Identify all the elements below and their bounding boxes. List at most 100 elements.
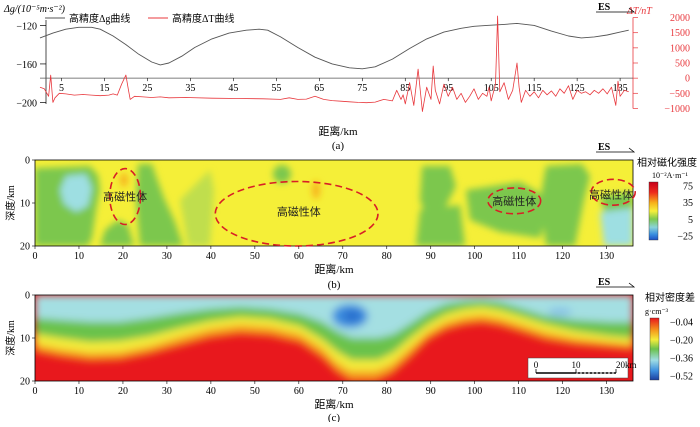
x-tick-label: 130 bbox=[599, 386, 614, 397]
panel-c-colorbar-unit: g·cm⁻³ bbox=[645, 307, 669, 316]
panel-a-left-tick-label: −120 bbox=[16, 21, 37, 32]
panel-b-label: (b) bbox=[328, 279, 341, 291]
y-tick-label: 10 bbox=[20, 334, 30, 345]
x-tick-label: 90 bbox=[426, 251, 436, 262]
panel-a-left-tick-label: −200 bbox=[16, 99, 37, 110]
panel-a-x-tick-label: 45 bbox=[228, 83, 238, 94]
x-tick-label: 70 bbox=[338, 386, 348, 397]
panel-a-x-tick-label: 125 bbox=[570, 83, 585, 94]
panel-b-ellipse-2 bbox=[487, 187, 542, 215]
x-tick-label: 80 bbox=[382, 251, 392, 262]
colorbar-tick-label: −0.20 bbox=[670, 336, 693, 347]
x-tick-label: 110 bbox=[511, 251, 526, 262]
colorbar-tick-label: −0.52 bbox=[670, 372, 693, 383]
panel-a-x-tick-label: 85 bbox=[400, 83, 410, 94]
x-tick-label: 90 bbox=[426, 386, 436, 397]
colorbar-tick-label: 5 bbox=[688, 215, 693, 226]
panel-a-xlabel: 距离/km bbox=[318, 124, 358, 138]
x-tick-label: 20 bbox=[118, 251, 128, 262]
colorbar-tick-label: 35 bbox=[683, 198, 693, 209]
colorbar-tick-label: −0.04 bbox=[670, 318, 693, 329]
panel-b-annotation-3: 高磁性体 bbox=[589, 187, 633, 201]
panel-a-series-line-1 bbox=[39, 15, 629, 112]
panel-a-x-tick-label: 5 bbox=[59, 83, 64, 94]
x-tick-label: 20 bbox=[118, 386, 128, 397]
panel-b-ellipse-0 bbox=[108, 167, 142, 226]
panel-c-colorbar-title: 相对密度差 bbox=[645, 291, 695, 304]
panel-a-x-tick-label: 25 bbox=[142, 83, 152, 94]
x-tick-label: 130 bbox=[599, 251, 614, 262]
panel-b-y-ticks: 0 10 20 bbox=[20, 156, 35, 253]
x-tick-label: 30 bbox=[162, 251, 172, 262]
direction-label: ES bbox=[598, 2, 611, 13]
direction-markers: ES ES ES bbox=[596, 2, 636, 288]
panel-a-right-tick-label: −500 bbox=[669, 89, 690, 100]
direction-label: ES bbox=[598, 277, 611, 288]
panel-a-left-axis: Δg/(10⁻⁵m·s⁻²) −120 −160 −200 bbox=[3, 4, 66, 110]
panel-a-x-tick-label: 55 bbox=[271, 83, 281, 94]
panel-b-annotation-0: 高磁性体 bbox=[103, 190, 147, 204]
panel-c-label: (c) bbox=[328, 412, 341, 422]
y-tick-label: 0 bbox=[25, 291, 30, 302]
panel-a-x-tick-label: 95 bbox=[443, 83, 453, 94]
panel-a-x-ticks: 5 15 25 35 45 55 65 75 85 95 105 115 125 135 bbox=[40, 77, 633, 94]
panel-c-colorbar-bar bbox=[649, 317, 660, 381]
x-tick-label: 40 bbox=[206, 386, 216, 397]
panel-a-legend: 高精度Δg曲线 高精度ΔT曲线 bbox=[45, 12, 235, 25]
panel-b-colorbar-bar bbox=[648, 181, 659, 241]
colorbar-tick-label: −0.36 bbox=[670, 354, 693, 365]
panel-a-legend-label-1: 高精度ΔT曲线 bbox=[172, 12, 235, 25]
panel-b-colorbar-unit: 10⁻²A·m⁻¹ bbox=[652, 171, 689, 180]
panel-a-label: (a) bbox=[332, 140, 345, 152]
x-tick-label: 0 bbox=[33, 386, 38, 397]
panel-a-right-axis: ΔT/nT 2000 1500 1000 500 0 −500 −1000 bbox=[626, 6, 690, 115]
panel-a-series bbox=[39, 15, 629, 112]
y-tick-label: 0 bbox=[25, 156, 30, 167]
x-tick-label: 80 bbox=[382, 386, 392, 397]
x-tick-label: 40 bbox=[206, 251, 216, 262]
panel-b-colorbar-title: 相对磁化强度 bbox=[637, 156, 697, 169]
panel-b-colorbar-ticks: 75 35 5 −25 bbox=[677, 182, 693, 243]
panel-a-right-tick-label: 1500 bbox=[670, 28, 690, 39]
colorbar-tick-label: −25 bbox=[677, 232, 693, 243]
x-tick-label: 10 bbox=[74, 386, 84, 397]
panel-a-x-tick-label: 35 bbox=[185, 83, 195, 94]
x-tick-label: 50 bbox=[250, 386, 260, 397]
x-tick-label: 100 bbox=[467, 386, 482, 397]
panel-c-scalebar: 0 10 20km bbox=[527, 357, 637, 379]
panel-b-ylabel: 深度/km bbox=[4, 185, 17, 221]
x-tick-label: 120 bbox=[555, 251, 570, 262]
panel-a-left-tick-label: −160 bbox=[16, 60, 37, 71]
panel-b-xlabel: 距离/km bbox=[314, 262, 354, 276]
panel-a-x-tick-label: 15 bbox=[99, 83, 109, 94]
scalebar-tick-label: 0 bbox=[534, 360, 539, 370]
panel-b-heatmap bbox=[35, 160, 633, 246]
x-tick-label: 30 bbox=[162, 386, 172, 397]
panel-a-right-tick-label: 2000 bbox=[670, 13, 690, 24]
panel-a-series-line-0 bbox=[39, 22, 629, 70]
x-tick-label: 0 bbox=[33, 251, 38, 262]
panel-a-x-tick-label: 135 bbox=[613, 83, 628, 94]
panel-c-y-ticks: 0 10 20 bbox=[20, 291, 35, 388]
panel-a-right-tick-label: 1000 bbox=[670, 43, 690, 54]
panel-b-ellipse-3 bbox=[590, 178, 636, 206]
x-tick-label: 100 bbox=[467, 251, 482, 262]
x-tick-label: 60 bbox=[294, 251, 304, 262]
panel-a-legend-label-0: 高精度Δg曲线 bbox=[69, 12, 130, 25]
panel-c-colorbar: 相对密度差 g·cm⁻³ −0.04 −0.20 −0.36 −0.52 bbox=[645, 291, 695, 383]
panel-a-right-tick-label: 500 bbox=[675, 59, 690, 70]
x-tick-label: 110 bbox=[511, 386, 526, 397]
panel-c-xlabel: 距离/km bbox=[314, 397, 354, 411]
panel-b-annotation-1: 高磁性体 bbox=[277, 205, 321, 219]
panel-b-ellipses bbox=[108, 167, 636, 247]
panel-a: 高精度Δg曲线 高精度ΔT曲线 Δg/(10⁻⁵m·s⁻²) −120 −160 −20… bbox=[3, 4, 690, 152]
direction-label: ES bbox=[598, 142, 611, 153]
direction-arrow bbox=[596, 282, 636, 288]
y-tick-label: 20 bbox=[20, 377, 30, 388]
colorbar-tick-label: 75 bbox=[683, 182, 693, 193]
scalebar-tick-label: 10 bbox=[572, 360, 582, 370]
